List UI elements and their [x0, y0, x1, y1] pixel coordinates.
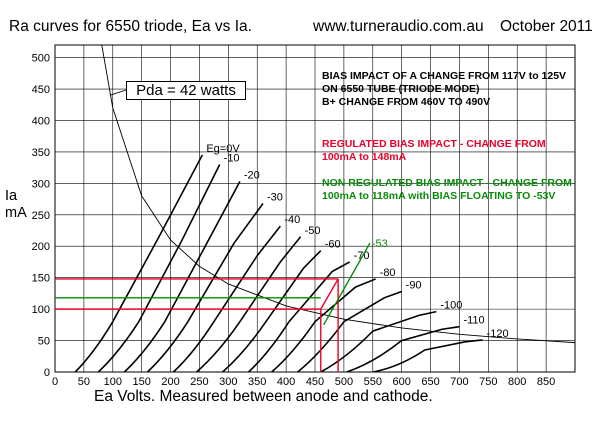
- x-tick-label: 0: [52, 376, 58, 388]
- y-tick-label: 400: [32, 115, 50, 127]
- ra-curve: [372, 339, 483, 372]
- ra-curve: [271, 278, 376, 372]
- y-tick-label: 0: [44, 367, 50, 379]
- ra-curve-label: -90: [406, 280, 422, 292]
- y-tick-label: 200: [32, 241, 50, 253]
- y-axis-label-ia: Ia: [5, 188, 18, 204]
- ra-curve-label: -100: [440, 300, 462, 312]
- ra-curve-label: -80: [380, 267, 396, 279]
- x-tick-label: 200: [161, 376, 179, 388]
- ra-curve-label: Eg=0V: [206, 143, 240, 155]
- x-tick-label: 700: [450, 376, 468, 388]
- ra-curve-label: -110: [463, 315, 484, 327]
- ra-curve-label: -10: [224, 152, 240, 164]
- plot-frame: [54, 44, 576, 373]
- x-tick-label: 500: [335, 376, 353, 388]
- red-bias-line: [320, 278, 339, 310]
- x-tick-label: 250: [190, 376, 208, 388]
- header-url: www.turneraudio.com.au: [313, 18, 484, 35]
- x-tick-label: 750: [479, 376, 497, 388]
- ra-curve: [97, 164, 221, 372]
- y-tick-label: 350: [32, 147, 50, 159]
- ra-curve: [172, 225, 281, 372]
- ra-curve-label: -30: [267, 191, 283, 203]
- x-tick-label: 350: [248, 376, 266, 388]
- annotation-black-line: B+ CHANGE FROM 460V TO 490V: [322, 96, 491, 108]
- ra-curve: [320, 310, 437, 372]
- x-tick-label: 800: [508, 376, 526, 388]
- annotation-green-line: 100mA to 118mA with BIAS FLOATING TO -53…: [322, 190, 556, 202]
- ra-curve-label: -20: [244, 169, 260, 181]
- x-tick-label: 150: [132, 376, 150, 388]
- x-tick-label: 450: [306, 376, 324, 388]
- annotation-black-line: BIAS IMPACT OF A CHANGE FROM 117V to 125…: [322, 70, 567, 82]
- chart-title: Ra curves for 6550 triode, Ea vs Ia.: [9, 18, 252, 35]
- x-tick-label: 50: [78, 376, 90, 388]
- x-tick-label: 300: [219, 376, 237, 388]
- x-tick-label: 650: [421, 376, 439, 388]
- y-tick-label: 150: [32, 273, 50, 285]
- pda-leader-line: [109, 89, 127, 96]
- x-axis-label: Ea Volts. Measured between anode and cat…: [94, 388, 433, 405]
- ra-curve: [196, 236, 302, 372]
- ra-curve: [123, 181, 241, 372]
- pda-label: Pda = 42 watts: [126, 81, 246, 100]
- annotation-black-line: ON 6550 TUBE (TRIODE MODE): [322, 83, 480, 95]
- ra-curve: [146, 202, 264, 372]
- x-tick-label: 850: [537, 376, 555, 388]
- annotation-green-line: NON REGULATED BIAS IMPACT - CHANGE FROM: [322, 177, 572, 189]
- x-tick-label: 100: [104, 376, 122, 388]
- y-tick-label: 100: [32, 304, 50, 316]
- y-tick-label: 300: [32, 178, 50, 190]
- y-tick-label: 450: [32, 84, 50, 96]
- ra-curve-label: -60: [325, 239, 341, 251]
- green-curve-label: -53: [372, 238, 388, 250]
- green-bias-line: [323, 242, 371, 326]
- x-tick-label: 400: [277, 376, 295, 388]
- y-tick-label: 250: [32, 210, 50, 222]
- ra-curve: [297, 290, 402, 372]
- ra-curve-label: -50: [305, 225, 321, 237]
- annotation-red-line: 100mA to 148mA: [322, 151, 407, 163]
- x-tick-label: 600: [392, 376, 410, 388]
- header-date: October 2011: [500, 18, 593, 35]
- annotation-red-line: REGULATED BIAS IMPACT - CHANGE FROM: [322, 138, 546, 150]
- ra-curve-label: -70: [354, 250, 370, 262]
- x-tick-label: 550: [364, 376, 382, 388]
- y-tick-label: 50: [38, 336, 50, 348]
- ra-curve: [248, 261, 351, 372]
- ra-curve: [346, 325, 460, 372]
- y-tick-label: 500: [32, 53, 50, 65]
- ra-curve: [74, 154, 204, 372]
- ra-curve-label: -40: [284, 214, 300, 226]
- ra-curve-label: -120: [487, 328, 509, 340]
- y-axis-label-ma: mA: [5, 205, 27, 221]
- ra-curve: [222, 250, 322, 372]
